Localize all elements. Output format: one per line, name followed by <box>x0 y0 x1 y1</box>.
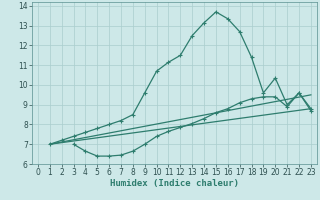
X-axis label: Humidex (Indice chaleur): Humidex (Indice chaleur) <box>110 179 239 188</box>
